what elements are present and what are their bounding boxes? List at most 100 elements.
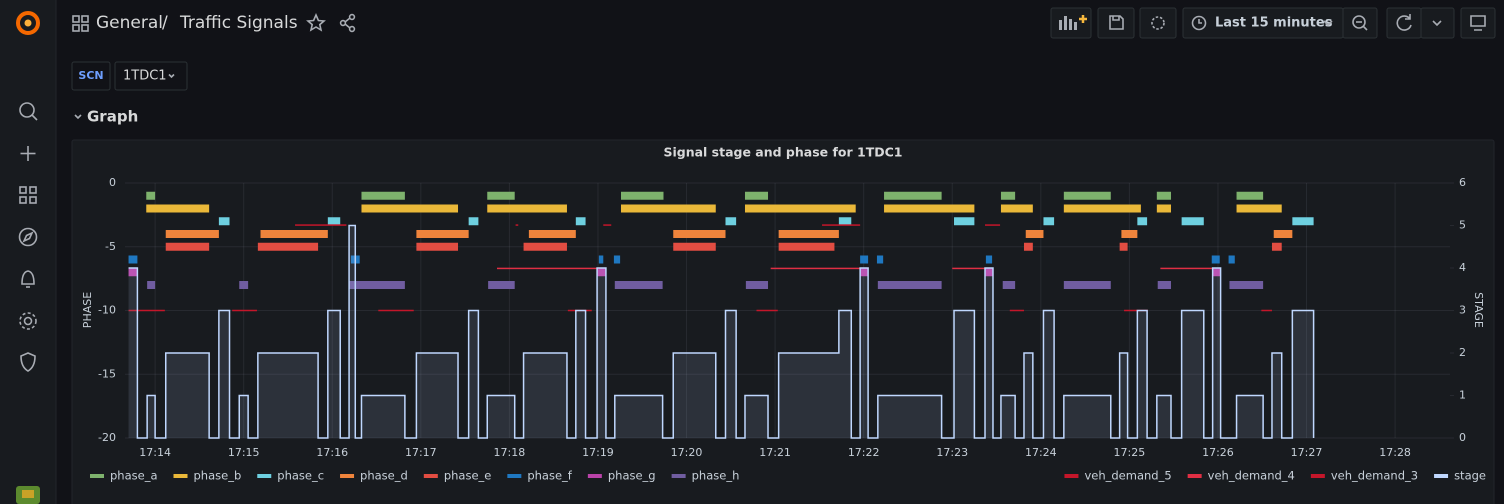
phase-bar xyxy=(416,230,469,238)
alerting-icon[interactable] xyxy=(21,270,35,288)
star-icon[interactable] xyxy=(306,12,326,32)
refresh-button[interactable] xyxy=(1386,7,1422,39)
y2-tick-label: 6 xyxy=(1459,176,1466,189)
zoom-out-button[interactable] xyxy=(1342,7,1378,39)
settings-icon xyxy=(1151,16,1165,30)
demand-line xyxy=(1160,267,1213,270)
row-title[interactable]: Graph xyxy=(87,108,138,126)
dashboards-icon[interactable] xyxy=(19,186,37,204)
phase-bar xyxy=(985,268,993,277)
phase-bar xyxy=(778,230,839,238)
variable-label: SCN xyxy=(78,69,103,82)
phase-bar xyxy=(165,230,219,238)
phase-bar xyxy=(1137,217,1148,226)
variable-label-box xyxy=(71,61,111,91)
phase-bar xyxy=(1156,191,1172,200)
phase-bar xyxy=(778,242,835,251)
clock-icon xyxy=(1191,15,1207,31)
phase-bar xyxy=(257,242,319,251)
phase-bar xyxy=(146,191,156,200)
settings-button[interactable] xyxy=(1139,7,1177,39)
phase-bar xyxy=(349,281,405,289)
breadcrumb-separator: / xyxy=(162,13,168,33)
x-tick-label: 17:21 xyxy=(759,446,791,459)
y2-axis-label: STAGE xyxy=(1472,292,1485,328)
phase-bar xyxy=(1000,191,1016,200)
demand-line xyxy=(232,309,257,312)
demand-line xyxy=(770,267,861,270)
phase-bar xyxy=(744,191,769,200)
phase-bar xyxy=(1023,242,1033,251)
share-icon[interactable] xyxy=(339,13,356,33)
sidebar-icons xyxy=(18,102,38,372)
x-tick-label: 17:24 xyxy=(1025,446,1057,459)
phase-bar xyxy=(745,281,769,289)
phase-bar xyxy=(597,268,606,277)
grafana-logo[interactable] xyxy=(16,11,40,35)
breadcrumb-title[interactable]: Traffic Signals xyxy=(179,13,298,33)
phase-bar xyxy=(1063,191,1111,200)
legend-label: phase_f xyxy=(527,469,572,483)
x-tick-label: 17:26 xyxy=(1202,446,1234,459)
x-tick-label: 17:19 xyxy=(582,446,614,459)
clock-hands xyxy=(1198,19,1202,24)
phase-bar xyxy=(1043,217,1055,226)
breadcrumb-folder[interactable]: General xyxy=(96,13,163,33)
y2-tick-label: 1 xyxy=(1459,389,1466,402)
demand-line xyxy=(822,224,861,226)
phase-bar xyxy=(860,268,869,277)
phase-bar xyxy=(884,204,975,213)
shield-icon[interactable] xyxy=(20,352,36,372)
explore-icon[interactable] xyxy=(18,227,38,247)
phase-bar xyxy=(876,255,884,264)
variable-select[interactable] xyxy=(114,61,188,91)
search-icon[interactable] xyxy=(19,102,38,121)
y-tick-label: -15 xyxy=(98,367,116,380)
phase-bar xyxy=(128,255,138,264)
phase-bar xyxy=(620,191,664,200)
y2-tick-label: 4 xyxy=(1459,261,1466,274)
create-icon[interactable] xyxy=(20,146,36,161)
phase-bar xyxy=(1292,217,1314,226)
phase-bar xyxy=(361,191,405,200)
phase-bar xyxy=(468,217,479,226)
x-tick-label: 17:22 xyxy=(848,446,880,459)
phase-bar xyxy=(838,217,852,226)
tv-mode-button[interactable] xyxy=(1460,7,1496,39)
y-tick-label: -10 xyxy=(98,304,116,317)
phase-bar xyxy=(165,242,210,251)
phase-bar xyxy=(147,281,156,289)
x-tick-label: 17:14 xyxy=(139,446,171,459)
phase-bar xyxy=(1025,230,1044,238)
add-panel-icon xyxy=(1059,16,1077,30)
phase-bar xyxy=(1211,255,1220,264)
avatar[interactable] xyxy=(16,486,40,504)
y-tick-label: -20 xyxy=(98,431,116,444)
phase-bar xyxy=(598,255,604,264)
refresh-interval-button[interactable] xyxy=(1420,7,1455,39)
phase-bar xyxy=(673,230,726,238)
sidebar xyxy=(0,0,56,504)
save-icon xyxy=(1109,15,1124,30)
phase-bar xyxy=(1000,204,1033,213)
stage-line xyxy=(128,224,1315,439)
legend-label: phase_a xyxy=(110,469,158,483)
x-tick-label: 17:23 xyxy=(936,446,968,459)
demand-line xyxy=(756,309,778,312)
phase-bar xyxy=(744,204,856,213)
phase-bar xyxy=(1181,217,1204,226)
chart-title: Signal stage and phase for 1TDC1 xyxy=(663,145,902,160)
row-chevron[interactable] xyxy=(74,114,82,120)
legend-label: veh_demand_4 xyxy=(1208,469,1295,483)
config-icon[interactable] xyxy=(19,312,37,330)
save-button[interactable] xyxy=(1097,7,1135,39)
phase-bar xyxy=(327,217,341,226)
demand-line xyxy=(128,309,165,312)
phase-bar xyxy=(1236,204,1282,213)
time-range: Last 15 minutes xyxy=(1215,16,1333,31)
phase-bar xyxy=(1271,242,1282,251)
x-tick-label: 17:28 xyxy=(1379,446,1411,459)
phase-bar xyxy=(146,204,210,213)
phase-bar xyxy=(1228,255,1235,264)
y-tick-label: -5 xyxy=(105,240,116,253)
